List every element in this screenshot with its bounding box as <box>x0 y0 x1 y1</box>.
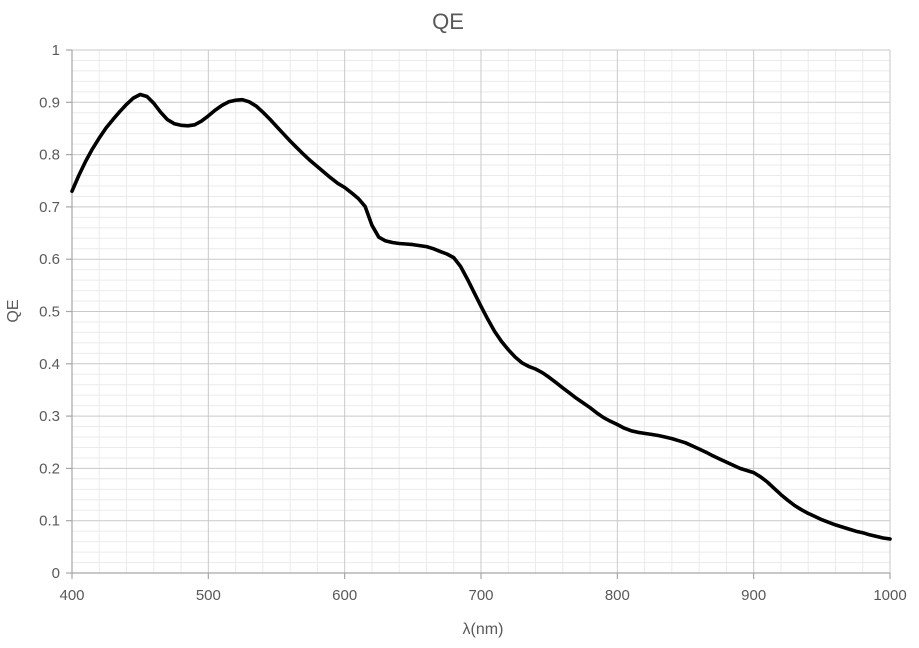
y-tick-label: 0.6 <box>39 251 60 268</box>
x-axis-title: λ(nm) <box>463 621 504 638</box>
y-tick-label: 0.3 <box>39 408 60 425</box>
x-tick-label: 800 <box>605 587 630 604</box>
x-tick-labels: 400 500 600 700 800 900 1000 <box>59 587 906 604</box>
y-tick-label: 0.4 <box>39 356 60 373</box>
x-tick-label: 700 <box>468 587 493 604</box>
y-tick-label: 0.9 <box>39 94 60 111</box>
y-tick-label: 0.7 <box>39 199 60 216</box>
x-tick-label: 1000 <box>873 587 906 604</box>
tick-marks <box>66 49 891 579</box>
y-tick-label: 0 <box>52 565 60 582</box>
y-tick-label: 0.8 <box>39 147 60 164</box>
y-tick-label: 0.2 <box>39 460 60 477</box>
y-axis-title: QE <box>5 299 22 322</box>
y-tick-label: 1 <box>52 42 60 59</box>
major-gridlines <box>72 49 891 573</box>
y-tick-labels: 0 0.1 0.2 0.3 0.4 0.5 0.6 0.7 0.8 0.9 1 <box>39 42 60 582</box>
x-tick-label: 500 <box>196 587 221 604</box>
y-tick-label: 0.1 <box>39 513 60 530</box>
x-tick-label: 400 <box>59 587 84 604</box>
x-tick-label: 600 <box>332 587 357 604</box>
y-tick-label: 0.5 <box>39 304 60 321</box>
chart-title: QE <box>432 9 464 34</box>
qe-curve <box>70 92 892 541</box>
x-tick-label: 900 <box>741 587 766 604</box>
